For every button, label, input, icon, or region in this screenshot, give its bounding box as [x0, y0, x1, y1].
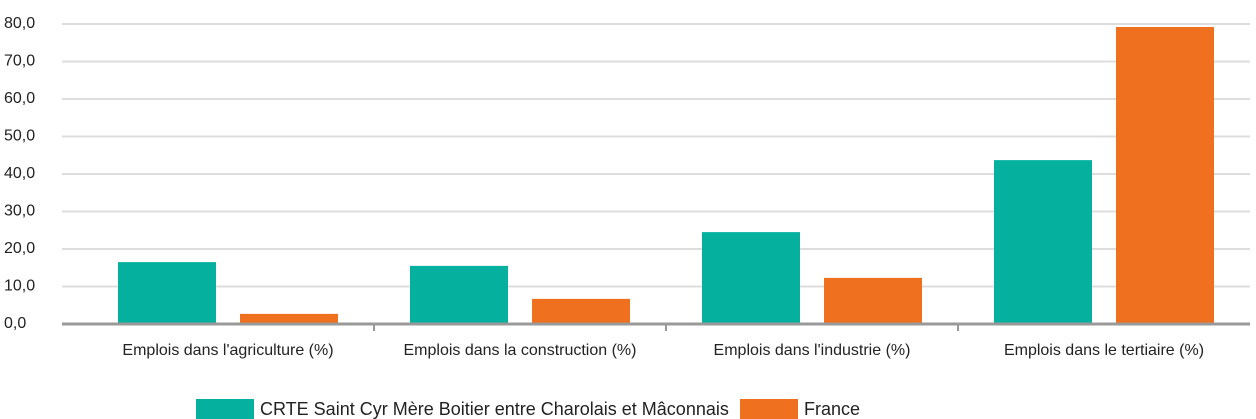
bar [994, 160, 1092, 324]
x-tick-label: Emplois dans l'industrie (%) [713, 342, 911, 359]
bar [702, 232, 800, 324]
legend-swatch [196, 399, 254, 419]
bar [824, 277, 922, 324]
bar [410, 265, 508, 324]
y-tick-label: 10,0 [4, 278, 35, 295]
legend-label: CRTE Saint Cyr Mère Boitier entre Charol… [260, 399, 729, 419]
x-tick-label: Emplois dans le tertiaire (%) [1003, 342, 1205, 359]
y-tick-label: 40,0 [4, 165, 35, 182]
y-tick-label: 50,0 [4, 128, 35, 145]
bar [532, 298, 630, 324]
bar [240, 313, 338, 324]
x-tick-label: Emplois dans l'agriculture (%) [122, 342, 334, 359]
x-tick-label: Emplois dans la construction (%) [403, 342, 637, 359]
bar [1116, 27, 1214, 324]
y-tick-label: 30,0 [4, 203, 35, 220]
y-tick-label: 80,0 [4, 15, 35, 32]
y-tick-label: 20,0 [4, 240, 35, 257]
y-tick-label: 70,0 [4, 53, 35, 70]
legend-swatch [740, 399, 798, 419]
bar [118, 262, 216, 324]
legend-label: France [804, 399, 861, 419]
y-tick-label: 60,0 [4, 90, 35, 107]
y-tick-label: 0,0 [4, 315, 26, 332]
